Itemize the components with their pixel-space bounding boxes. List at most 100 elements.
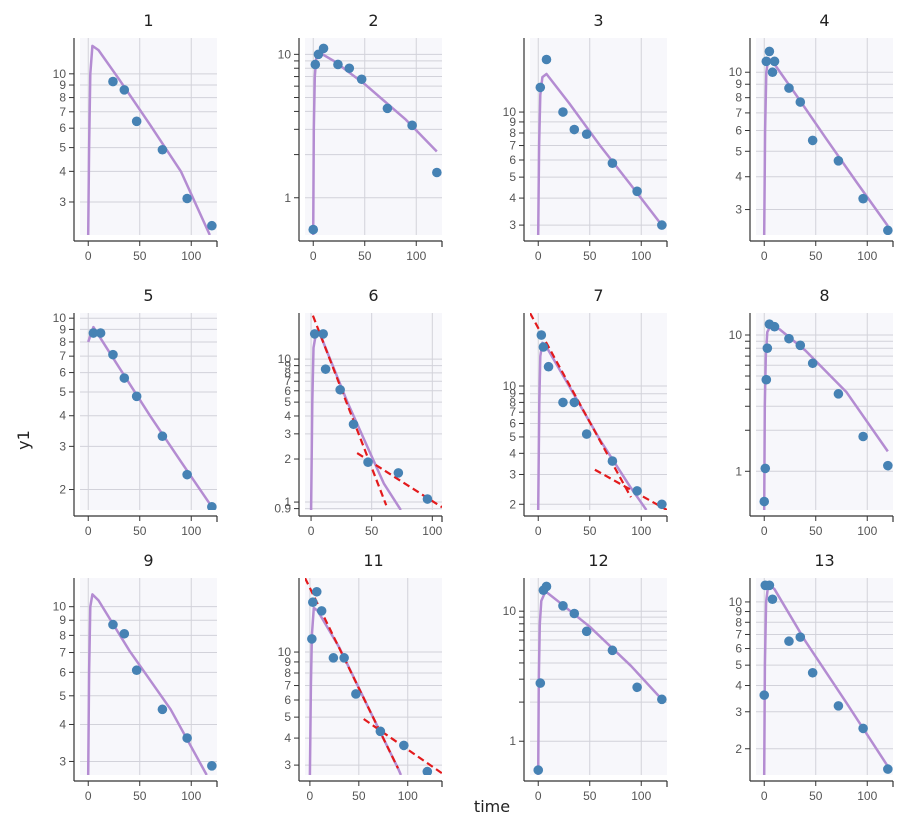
y-tick-label: 8 <box>59 335 66 349</box>
data-point <box>784 636 794 647</box>
data-point <box>858 431 868 442</box>
panel-background <box>756 313 893 510</box>
data-point <box>207 502 217 510</box>
data-point <box>632 186 642 197</box>
x-tick-label: 100 <box>631 524 651 538</box>
x-tick-label: 50 <box>352 789 366 803</box>
y-tick-label: 6 <box>509 417 516 431</box>
data-point <box>795 632 806 642</box>
panel-plot-area <box>761 46 893 235</box>
y-tick-label: 6 <box>59 366 66 380</box>
data-point <box>131 665 142 676</box>
y-tick-label: 1 <box>509 734 516 748</box>
data-point <box>883 225 893 235</box>
panel-background <box>530 313 667 510</box>
y-tick-label: 9 <box>284 359 291 373</box>
data-point <box>108 619 118 630</box>
panel-title: 2 <box>368 11 378 30</box>
data-point <box>157 431 168 442</box>
y-tick-label: 1 <box>735 464 742 478</box>
data-point <box>807 135 818 146</box>
x-tick-label: 0 <box>85 789 92 803</box>
data-point <box>764 46 775 57</box>
x-tick-label: 0 <box>85 249 92 263</box>
y-tick-label: 5 <box>59 385 66 399</box>
data-point <box>393 468 404 478</box>
panel-plot-area <box>305 578 442 775</box>
data-point <box>541 54 552 65</box>
data-point <box>535 678 546 688</box>
data-point <box>558 601 568 611</box>
data-point <box>569 608 580 619</box>
y-tick-label: 4 <box>59 164 66 178</box>
x-tick-label: 100 <box>857 524 877 538</box>
y-tick-label: 9 <box>735 77 742 91</box>
data-point <box>767 594 778 605</box>
tangent-line <box>310 313 388 506</box>
y-tick-label: 10 <box>53 67 67 81</box>
panel-background <box>305 313 442 510</box>
data-point <box>363 457 373 468</box>
x-axis-label: time <box>474 797 510 816</box>
y-tick-label: 7 <box>509 405 516 419</box>
y-tick-label: 2 <box>735 742 742 756</box>
data-point <box>759 496 770 507</box>
y-tick-label: 5 <box>284 395 291 409</box>
panel-plot-area <box>309 313 442 510</box>
data-point <box>310 59 321 70</box>
y-tick-label: 8 <box>284 666 291 680</box>
data-point <box>543 361 554 372</box>
x-tick-label: 100 <box>181 524 201 538</box>
panel-title: 5 <box>143 286 153 305</box>
y-tick-label: 8 <box>284 366 291 380</box>
data-point <box>333 59 343 70</box>
panel-plot-area <box>87 325 217 510</box>
x-tick-label: 100 <box>857 789 877 803</box>
panel-2: 0 50 100 1 10 2 <box>278 11 443 263</box>
data-point <box>157 704 168 715</box>
y-tick-label: 2 <box>509 497 516 511</box>
data-point <box>657 499 667 510</box>
data-point <box>320 364 331 374</box>
y-tick-label: 7 <box>59 646 66 660</box>
x-tick-label: 0 <box>761 789 768 803</box>
data-point <box>535 82 546 93</box>
data-point <box>759 690 770 700</box>
data-point <box>581 429 592 439</box>
y-tick-label: 8 <box>735 91 742 105</box>
x-tick-label: 100 <box>398 789 418 803</box>
x-tick-label: 0 <box>761 249 768 263</box>
y-tick-label: 3 <box>59 195 66 209</box>
data-point <box>581 129 592 139</box>
data-point <box>422 766 433 775</box>
y-tick-label: 4 <box>735 170 742 184</box>
data-point <box>335 384 345 395</box>
y-tick-label: 5 <box>509 430 516 444</box>
x-tick-label: 50 <box>583 789 597 803</box>
data-point <box>308 224 319 235</box>
data-point <box>351 689 361 699</box>
data-point <box>632 682 642 693</box>
data-point <box>632 486 642 496</box>
y-tick-label: 5 <box>509 170 516 184</box>
y-tick-label: 4 <box>509 446 516 460</box>
data-point <box>761 56 772 67</box>
x-tick-label: 50 <box>809 524 823 538</box>
data-point <box>88 328 99 338</box>
y-tick-label: 8 <box>59 91 66 105</box>
data-point <box>858 193 868 204</box>
panel-8: 0 50 100 1 10 8 <box>729 286 894 538</box>
x-tick-label: 50 <box>809 249 823 263</box>
y-tick-label: 3 <box>59 439 66 453</box>
panel-title: 1 <box>143 11 153 30</box>
data-point <box>119 628 130 639</box>
y-tick-label: 3 <box>284 758 291 772</box>
data-point <box>538 342 549 352</box>
y-tick-label: 3 <box>735 203 742 217</box>
data-point <box>344 63 355 74</box>
